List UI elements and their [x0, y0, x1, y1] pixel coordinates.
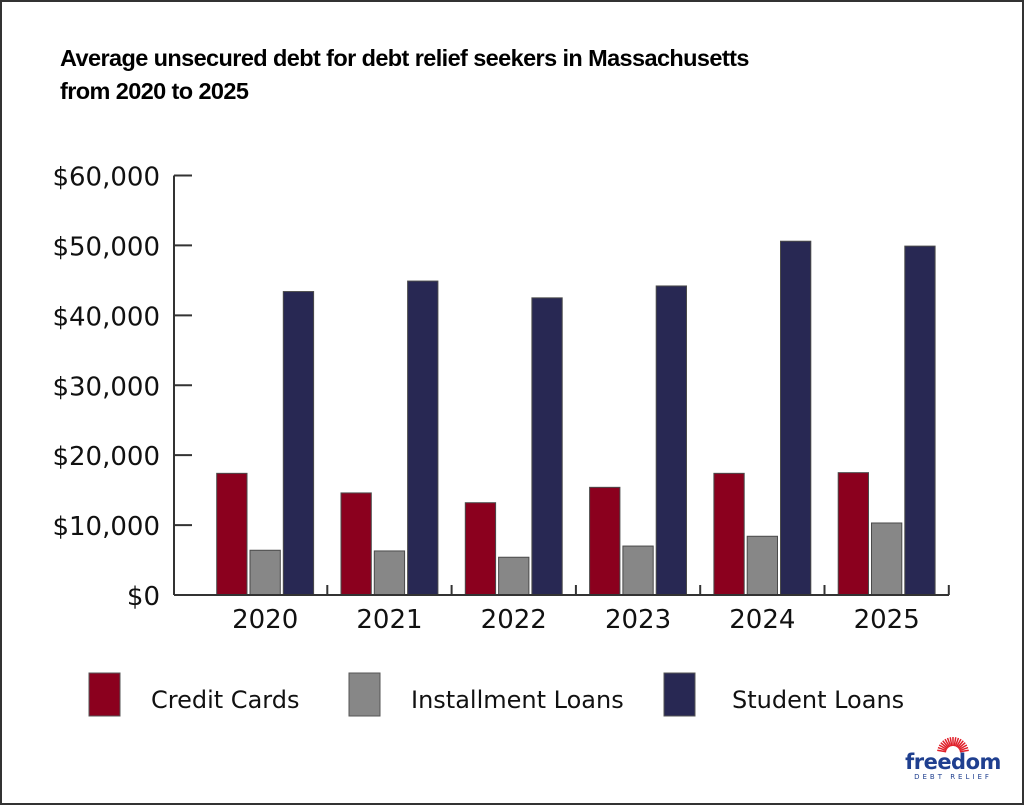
y-tick-label: $10,000	[52, 512, 160, 542]
y-tick-label: $0	[127, 582, 160, 612]
legend-swatch	[348, 672, 381, 717]
bar-installment-loans-2023	[622, 545, 654, 596]
legend-swatch	[88, 672, 121, 717]
legend: Credit Cards Installment Loans Student Loa…	[88, 672, 904, 717]
y-tick-label: $60,000	[52, 163, 160, 193]
bar-credit-cards-2022	[464, 502, 497, 596]
x-tick-label: 2021	[356, 605, 422, 635]
bar-student-loans-2022	[531, 297, 563, 596]
x-tick-label: 2024	[729, 605, 795, 635]
bar-installment-loans-2024	[746, 535, 779, 596]
bar-group-2025	[837, 245, 936, 596]
sunburst-icon	[937, 737, 969, 753]
bar-credit-cards-2021	[340, 492, 372, 596]
legend-item-student-loans: Student Loans	[663, 672, 904, 717]
x-tick-label: 2025	[854, 605, 920, 635]
bar-student-loans-2025	[904, 245, 936, 596]
bar-group-2023	[589, 285, 688, 596]
y-tick-label: $30,000	[52, 372, 160, 402]
bar-installment-loans-2020	[249, 549, 281, 596]
legend-label: Student Loans	[732, 686, 904, 714]
chart-title-line-1: Average unsecured debt for debt relief s…	[60, 45, 749, 71]
bar-group-2021	[340, 280, 439, 596]
legend-swatch	[663, 672, 696, 717]
bar-credit-cards-2023	[589, 486, 621, 596]
bar-installment-loans-2022	[498, 556, 530, 596]
chart-title: Average unsecured debt for debt relief s…	[60, 42, 960, 108]
y-tick-label: $20,000	[52, 442, 160, 472]
y-tick-label: $40,000	[52, 302, 160, 332]
bar-credit-cards-2024	[713, 472, 745, 596]
bar-installment-loans-2021	[373, 550, 406, 596]
legend-label: Installment Loans	[411, 686, 624, 714]
x-tick-label: 2023	[605, 605, 671, 635]
logo-wordmark: freedom	[905, 750, 1001, 774]
bar-credit-cards-2025	[837, 472, 870, 596]
bar-credit-cards-2020	[216, 472, 248, 596]
bar-group-2020	[216, 291, 315, 596]
chart-title-line-2: from 2020 to 2025	[60, 78, 249, 104]
y-tick-label: $50,000	[52, 232, 160, 262]
bar-student-loans-2021	[407, 280, 439, 596]
legend-label: Credit Cards	[151, 686, 299, 714]
bar-student-loans-2023	[655, 285, 688, 596]
bar-group-2024	[713, 240, 812, 596]
bar-student-loans-2024	[780, 240, 812, 596]
bar-installment-loans-2025	[871, 522, 903, 596]
bar-student-loans-2020	[282, 291, 315, 596]
bars	[216, 240, 936, 596]
bar-group-2022	[464, 297, 563, 596]
logo-subtitle: DEBT RELIEF	[914, 773, 992, 781]
legend-item-credit-cards: Credit Cards	[88, 672, 299, 717]
legend-item-installment-loans: Installment Loans	[348, 672, 624, 717]
x-tick-label: 2022	[481, 605, 547, 635]
y-axis: $0 $10,000 $20,000 $30,000 $40,000 $50,000 $60…	[52, 163, 192, 612]
x-axis: 2020 2021 2022 2023 2024 2025	[174, 585, 950, 635]
x-tick-label: 2020	[232, 605, 298, 635]
